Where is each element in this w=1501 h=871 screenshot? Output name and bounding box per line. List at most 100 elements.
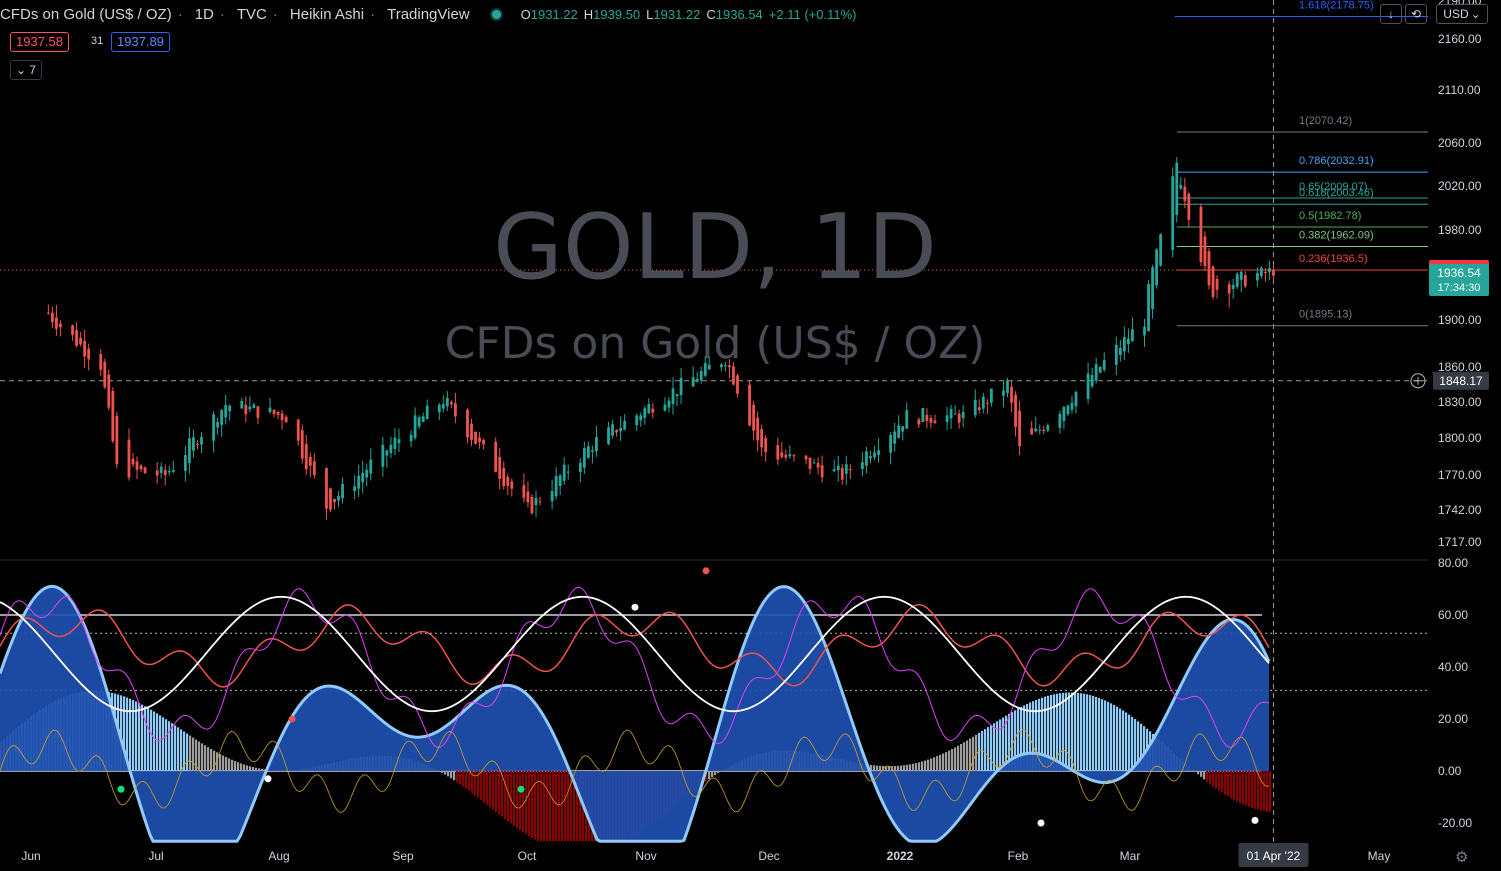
histogram-bar: [564, 771, 567, 842]
candle-body: [526, 491, 530, 503]
histogram-bar: [921, 761, 924, 771]
histogram-bar: [972, 736, 975, 771]
candle-body: [1127, 338, 1130, 345]
candle-body: [135, 461, 139, 470]
histogram-bar: [216, 752, 219, 771]
close-price-label: 1936.54: [1437, 266, 1481, 280]
histogram-bar: [1236, 771, 1239, 802]
histogram-bar: [138, 703, 141, 771]
indicators-toggle[interactable]: ⌄ 7: [10, 60, 42, 80]
histogram-bar: [1257, 771, 1260, 810]
histogram-bar: [897, 765, 900, 771]
magenta-line: [0, 586, 1270, 749]
indicator-count: 7: [29, 63, 36, 77]
candle-body: [844, 464, 848, 474]
candle-body: [792, 455, 796, 457]
candle-body: [87, 348, 91, 360]
histogram-bar: [1098, 697, 1101, 771]
candle-body: [409, 434, 413, 442]
candle-body: [1243, 275, 1247, 287]
price-axis[interactable]: 2190.002160.002110.002060.002020.001980.…: [1438, 0, 1482, 830]
candle-body: [1155, 249, 1159, 286]
candle-body: [1046, 425, 1050, 431]
candle-body: [836, 465, 840, 471]
histogram-bar: [873, 765, 876, 771]
candle-body: [268, 407, 272, 413]
candle-body: [131, 458, 135, 465]
signal-dot: [631, 603, 639, 611]
histogram-bar: [1095, 696, 1098, 771]
ohlc-values: O1931.22 H1939.50 L1931.22 C1936.54 +2.1…: [520, 6, 857, 22]
symbol-name[interactable]: CFDs on Gold (US$ / OZ): [0, 5, 172, 23]
candle-body: [953, 413, 957, 415]
symbol-header[interactable]: CFDs on Gold (US$ / OZ) · 1D · TVC · Hei…: [0, 0, 856, 28]
candle-body: [494, 442, 498, 473]
interval[interactable]: 1D: [194, 5, 214, 23]
separator-dot: ·: [370, 5, 376, 23]
osc-tick: 20.00: [1438, 712, 1468, 726]
candle-body: [183, 455, 187, 471]
time-tick: Nov: [635, 849, 656, 863]
histogram-bar: [534, 771, 537, 840]
sell-button[interactable]: 1937.58: [10, 32, 69, 52]
candle-body: [341, 483, 344, 499]
histogram-bar: [258, 768, 261, 771]
candle-body: [663, 404, 667, 411]
candle-body: [752, 404, 756, 431]
histogram-bar: [210, 748, 213, 771]
fibonacci-retracement[interactable]: 1.618(2178.75) 1(2070.42) 0.786(2032.91) 0.…: [1174, 0, 1428, 327]
histogram-bar: [510, 771, 513, 824]
currency-select[interactable]: USD ⌄: [1436, 4, 1488, 24]
candle-body: [780, 452, 784, 458]
candle-body: [1159, 234, 1163, 266]
histogram-bar: [492, 771, 495, 810]
histogram-bar: [1011, 712, 1014, 771]
candle-body: [1264, 271, 1267, 273]
candle-body: [707, 365, 711, 370]
current-date-badge: [1238, 843, 1309, 867]
histogram-bar: [477, 771, 480, 798]
candle-body: [1058, 414, 1062, 428]
candle-body: [1006, 380, 1009, 394]
candle-body: [163, 469, 167, 476]
histogram-bar: [906, 764, 909, 771]
candle-body: [550, 491, 554, 502]
candle-body: [1171, 176, 1175, 250]
scroll-to-latest-button[interactable]: ↓: [1380, 4, 1402, 24]
gear-icon[interactable]: ⚙: [1455, 849, 1469, 866]
candle-body: [296, 419, 300, 441]
histogram-bar: [1092, 695, 1095, 771]
histogram-bar: [1197, 771, 1200, 775]
candle-body: [736, 375, 739, 394]
histogram-bar: [132, 700, 135, 771]
histogram-bar: [447, 771, 450, 777]
price-tick: 1830.00: [1438, 395, 1482, 409]
histogram-bar: [1137, 721, 1140, 771]
candle-body: [397, 439, 401, 444]
candle-body: [171, 470, 175, 472]
candle-body: [143, 467, 147, 474]
market-status-icon[interactable]: [489, 7, 503, 21]
histogram-bar: [204, 745, 207, 771]
wave-area: [0, 586, 1269, 842]
histogram-bar: [1134, 719, 1137, 771]
histogram-bar: [540, 771, 543, 842]
histogram-bar: [1239, 771, 1242, 803]
candle-body: [196, 443, 199, 446]
candle-body: [635, 415, 639, 426]
histogram-bar: [1116, 706, 1119, 771]
candle-body: [728, 365, 731, 368]
histogram-bar: [480, 771, 483, 801]
histogram-bar: [945, 752, 948, 771]
candle-body: [1151, 267, 1154, 309]
buy-button[interactable]: 1937.89: [111, 32, 170, 52]
histogram-bar: [165, 719, 168, 771]
histogram-bar: [504, 771, 507, 819]
auto-scale-button[interactable]: ⟲: [1405, 4, 1427, 24]
histogram-bar: [195, 739, 198, 771]
time-axis[interactable]: Jun Jul Aug Sep Oct Nov Dec 2022 Feb Mar May 01 Apr…: [21, 843, 1390, 867]
histogram-bar: [180, 729, 183, 771]
candle-body: [1272, 270, 1275, 276]
histogram-bar: [1017, 708, 1020, 771]
